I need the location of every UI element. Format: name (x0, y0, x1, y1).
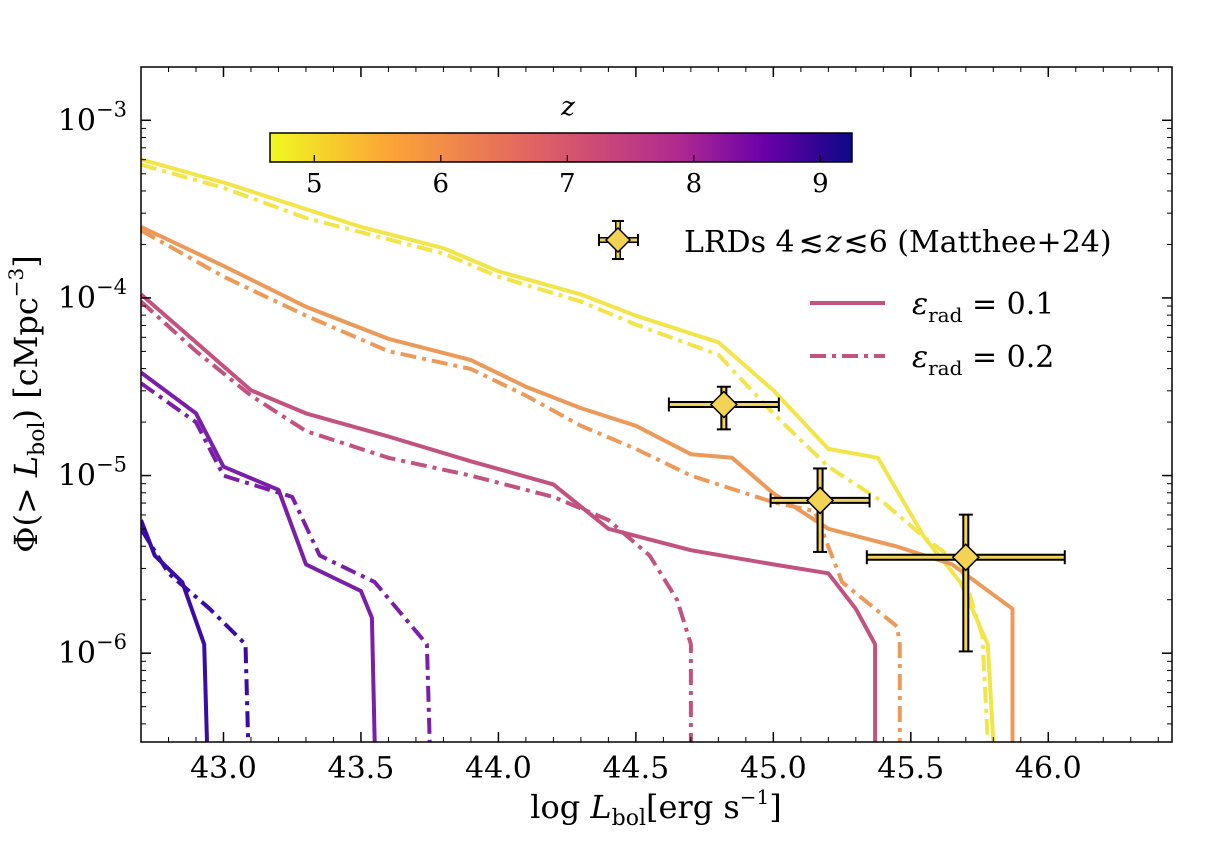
y-axis-label: Φ(> Lbol) [cMpc−3] (4, 255, 50, 553)
legend-observations-label: LRDs 4 ≲z≲6 (Matthee+24) (684, 225, 1112, 260)
series-line-7 (141, 381, 432, 742)
x-tick-label-4: 45.0 (740, 751, 807, 786)
colorbar (269, 132, 853, 163)
x-tick-label-5: 45.5 (877, 751, 944, 786)
colorbar-tick-label-2: 7 (559, 169, 576, 199)
series-line-4 (141, 292, 878, 742)
x-tick-label-3: 44.5 (602, 751, 669, 786)
colorbar-tick-label-4: 9 (812, 169, 829, 199)
colorbar-title: z (560, 92, 575, 122)
legend-observation-marker (598, 220, 639, 260)
series-line-9 (141, 527, 251, 742)
series-line-6 (141, 370, 377, 742)
x-tick-label-6: 46.0 (1015, 751, 1082, 786)
y-tick-label-3: 10−6 (58, 630, 127, 671)
colorbar-ticks: 5 6 7 8 9 (306, 155, 829, 199)
x-axis-ticks: 43.0 43.5 44.0 44.5 45.0 45.5 46.0 (167, 67, 1159, 786)
legend: LRDs 4 ≲z≲6 (Matthee+24) εrad = 0.1 εrad … (598, 220, 1112, 380)
legend-eps-01-label: εrad = 0.1 (912, 287, 1054, 327)
observations-layer (667, 385, 1066, 653)
colorbar-tick-label-0: 5 (306, 169, 323, 199)
x-tick-label-2: 44.0 (465, 751, 532, 786)
y-tick-label-1: 10−4 (58, 275, 127, 316)
observation-point-1 (769, 467, 871, 553)
series-line-3 (141, 228, 902, 742)
y-tick-label-2: 10−5 (58, 453, 127, 494)
series-line-8 (141, 519, 209, 742)
colorbar-tick-label-3: 8 (686, 169, 703, 199)
legend-eps-02-label: εrad = 0.2 (912, 340, 1054, 380)
plot-frame (140, 66, 1173, 743)
observation-point-0 (667, 385, 780, 431)
y-axis-ticks: 10−3 10−4 10−5 10−6 (58, 97, 1172, 725)
colorbar-tick-label-1: 6 (433, 169, 450, 199)
observation-point-2 (865, 513, 1066, 653)
series-line-5 (141, 300, 693, 742)
x-tick-label-0: 43.0 (190, 751, 257, 786)
y-tick-label-0: 10−3 (58, 97, 127, 138)
x-axis-label: log Lbol[erg s−1] (530, 785, 782, 831)
x-tick-label-1: 43.5 (328, 751, 395, 786)
series-line-1 (141, 162, 990, 742)
